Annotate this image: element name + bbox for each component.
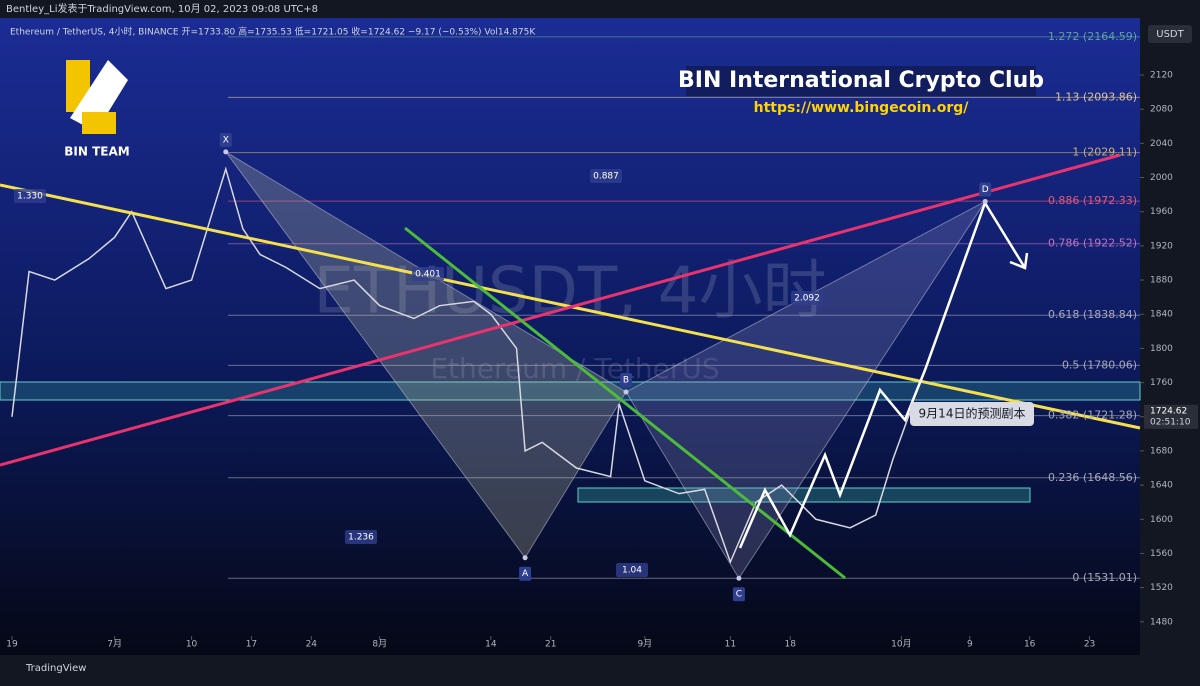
fib-label: 0 (1531.01) [1072,571,1137,584]
price-tag [1144,404,1198,429]
publisher: Bentley_Li发表于TradingView.com, 10月 02, 20… [6,2,318,15]
x-tick-label: 10月 [891,639,911,650]
pattern-label: B [623,375,629,385]
pattern-label-box [979,182,992,197]
fib-label: 0.618 (1838.84) [1048,308,1137,321]
pattern-label-box [219,132,232,147]
callout: 9月14日的预测剧本 [919,406,1026,421]
callout-box [910,402,1034,426]
x-tick-label: 19 [6,640,18,650]
currency-box[interactable] [1148,25,1192,43]
logo-shape [82,112,116,134]
y-tick-label: 1920 [1150,241,1173,251]
y-tick-label: 1680 [1150,446,1173,456]
team-name: BIN TEAM [64,145,129,159]
ratio-box [791,291,823,305]
ratio-label: 1.04 [622,566,642,576]
y-tick-label: 1800 [1150,344,1173,354]
ratio-box [345,530,377,544]
ratio-box [412,267,444,281]
ratio-label: 1.236 [348,533,374,543]
y-tick-label: 2000 [1150,173,1173,183]
ratio-box [590,169,622,183]
fib-label: 0.5 (1780.06) [1062,358,1137,371]
x-tick-label: 8月 [372,639,387,650]
price-tag-value: 1724.62 [1150,406,1187,416]
ratio-box [616,563,648,577]
pattern-label: C [736,590,742,600]
x-tick-label: 16 [1024,640,1036,650]
x-tick-label: 23 [1084,640,1095,650]
x-tick-label: 14 [485,640,497,650]
projection-arrow [1009,252,1029,270]
trendline [404,226,846,580]
ratio-label: 0.887 [593,172,619,182]
fib-label: 0.382 (1721.28) [1048,409,1137,422]
footer: TradingView [25,663,86,674]
y-tick-label: 2040 [1150,139,1173,149]
x-tick-label: 18 [784,640,796,650]
x-tick-label: 21 [545,640,556,650]
symbol-line: Ethereum / TetherUS, 4小时, BINANCE 开=1733… [10,26,536,38]
trendline [0,153,1121,467]
watermark: ETHUSDT, 4小时 [314,255,827,329]
fib-label: 0.786 (1922.52) [1048,237,1137,250]
club-url[interactable]: https://www.bingecoin.org/ [754,100,970,116]
ratio-label: 1.330 [17,192,43,202]
x-tick-label: 9月 [637,639,652,650]
x-tick-label: 9 [967,640,973,650]
logo [66,60,128,134]
y-tick-label: 1600 [1150,515,1173,525]
y-tick-label: 1960 [1150,207,1173,217]
pattern-label: A [522,569,529,579]
y-tick-label: 1880 [1150,276,1173,286]
y-tick-label: 1640 [1150,481,1173,491]
y-tick-label: 1520 [1150,583,1173,593]
ratio-label: 0.401 [415,270,441,280]
x-tick-label: 24 [306,640,318,650]
currency[interactable]: USDT [1156,29,1184,40]
y-tick-label: 2120 [1150,70,1173,80]
club-title: BIN International Crypto Club [678,68,1044,93]
price-tag-countdown: 02:51:10 [1150,417,1191,427]
y-tick-label: 1760 [1150,378,1173,388]
y-tick-label: 1560 [1150,549,1173,559]
plot-area [0,18,1140,655]
ratio-box [14,189,46,203]
y-tick-label: 1480 [1150,617,1173,627]
pattern-label-box [519,566,532,581]
fib-label: 0.236 (1648.56) [1048,471,1137,484]
footer-bar [0,655,1200,682]
pattern-point [522,555,528,561]
x-tick-label: 7月 [107,639,122,650]
pattern-point [736,575,742,581]
fib-label: 0.886 (1972.33) [1048,194,1137,207]
projection-path [738,200,1027,549]
pattern-label: D [982,185,989,195]
pattern-point [223,149,229,155]
y-tick-label: 2080 [1150,105,1173,115]
fib-label: 1.272 (2164.59) [1048,30,1137,43]
pattern-point [623,389,629,395]
price-axis [1140,18,1200,655]
club-box [686,66,1036,96]
x-tick-label: 17 [246,640,257,650]
pattern-label: X [223,135,229,145]
fib-label: 1 (2029.11) [1072,146,1137,159]
ratio-label: 2.092 [794,294,820,304]
x-tick-label: 11 [725,640,736,650]
pattern-point [982,198,988,204]
pattern-label-box [620,372,633,387]
pattern-label-box [732,587,745,602]
y-tick-label: 1840 [1150,310,1173,320]
fib-label: 1.13 (2093.86) [1055,90,1137,103]
x-tick-label: 10 [186,640,198,650]
watermark-sub: Ethereum / TetherUS [430,352,719,385]
